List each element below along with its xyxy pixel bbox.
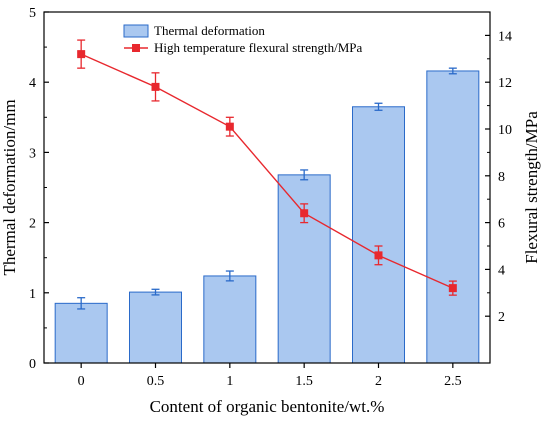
bar-error-0.5 bbox=[151, 288, 160, 296]
x-tick-label: 0 bbox=[78, 374, 85, 389]
y-left-tick-label: 1 bbox=[29, 287, 36, 302]
bar-2 bbox=[352, 106, 405, 364]
line-point-1 bbox=[225, 122, 234, 131]
y-axis-left-label: Thermal deformation/mm bbox=[0, 99, 19, 275]
x-tick-label: 1.5 bbox=[295, 374, 313, 389]
bar-error-1 bbox=[225, 270, 234, 282]
line-point-2.5 bbox=[448, 284, 457, 293]
bar-1 bbox=[203, 275, 257, 364]
x-tick-label: 1 bbox=[226, 374, 233, 389]
line-point-0.5 bbox=[151, 82, 160, 91]
y-left-tick-label: 4 bbox=[29, 76, 36, 91]
x-tick-label: 0.5 bbox=[147, 374, 165, 389]
y-right-tick-label: 6 bbox=[498, 217, 505, 232]
y-left-tick-label: 5 bbox=[29, 6, 36, 21]
line-series-group bbox=[77, 39, 457, 296]
legend-bar-label: Thermal deformation bbox=[154, 23, 265, 38]
line-point-2 bbox=[374, 251, 383, 260]
x-axis-label: Content of organic bentonite/wt.% bbox=[150, 397, 385, 416]
bar-series-group bbox=[54, 70, 480, 364]
plot-frame bbox=[43, 11, 491, 364]
legend: Thermal deformation High temperature fle… bbox=[123, 23, 363, 55]
x-tick-label: 2.5 bbox=[444, 374, 462, 389]
y-right-tick-label: 4 bbox=[498, 263, 505, 278]
bar-error-2 bbox=[374, 102, 383, 111]
y-right-tick-label: 10 bbox=[498, 123, 512, 138]
bar-1.5 bbox=[277, 174, 331, 364]
bar-0.5 bbox=[129, 291, 182, 364]
y-right-tick-label: 2 bbox=[498, 310, 505, 325]
bar-error-2.5 bbox=[448, 67, 457, 75]
y-right-tick-label: 12 bbox=[498, 76, 512, 91]
legend-line-marker bbox=[132, 44, 140, 52]
y-right-tick-label: 8 bbox=[498, 170, 505, 185]
line-point-1.5 bbox=[300, 209, 309, 218]
x-tick-label: 2 bbox=[375, 374, 382, 389]
y-left-tick-label: 2 bbox=[29, 217, 36, 232]
y-left-tick-label: 3 bbox=[29, 146, 36, 161]
legend-bar-swatch bbox=[123, 24, 149, 38]
bar-0 bbox=[54, 302, 108, 364]
line-point-0 bbox=[77, 50, 86, 59]
y-axis-right-label: Flexural strength/MPa bbox=[522, 111, 541, 264]
strength-line bbox=[80, 53, 454, 289]
legend-line-label: High temperature flexural strength/MPa bbox=[154, 40, 363, 55]
y-left-tick-label: 0 bbox=[29, 357, 36, 372]
y-right-tick-label: 14 bbox=[498, 29, 512, 44]
bar-error-0 bbox=[77, 297, 86, 310]
bar-2.5 bbox=[426, 70, 480, 364]
bar-error-1.5 bbox=[300, 169, 309, 181]
bar-error-bars-group bbox=[77, 67, 457, 310]
